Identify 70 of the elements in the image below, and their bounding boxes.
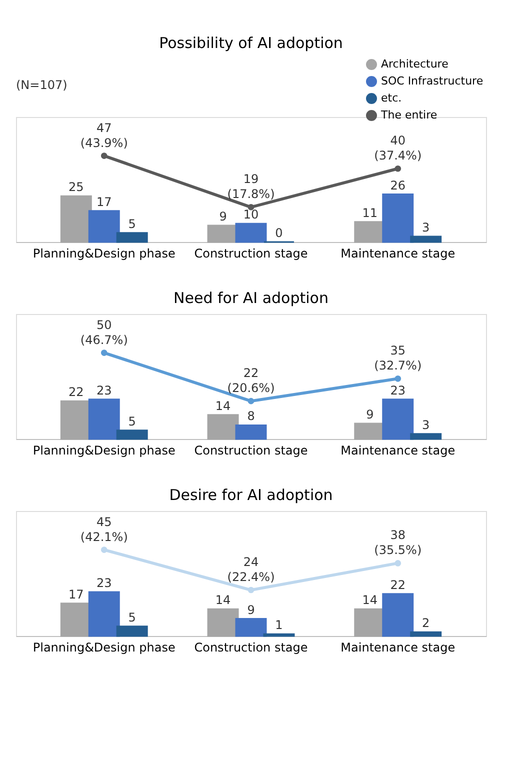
- data-label: 2: [422, 616, 430, 630]
- data-label: 23: [390, 383, 406, 398]
- data-label: 23: [96, 576, 112, 590]
- data-label: 14: [215, 398, 231, 413]
- data-label: 17: [96, 194, 112, 209]
- data-label: 5: [128, 610, 136, 624]
- data-label: 3: [422, 418, 430, 432]
- x-tick-label: Planning&Design phase: [32, 444, 176, 458]
- x-tick-label: Maintenance stage: [340, 444, 456, 458]
- data-label: 22: [390, 578, 406, 592]
- bar: [116, 430, 148, 440]
- bar: [235, 424, 267, 440]
- bar: [116, 232, 148, 243]
- data-label: 5: [128, 414, 136, 428]
- x-tick-label: Maintenance stage: [340, 640, 456, 654]
- data-label: 1: [275, 618, 283, 632]
- data-label: 14: [215, 593, 231, 608]
- bar: [410, 236, 442, 243]
- bar: [207, 414, 239, 440]
- legend-label: The entire: [380, 108, 438, 122]
- chart-title: Need for AI adoption: [174, 289, 328, 307]
- data-label: 50 (46.7%): [80, 318, 128, 347]
- x-tick-label: Maintenance stage: [340, 246, 456, 260]
- bar: [88, 591, 120, 637]
- text: (N=107): [16, 78, 68, 92]
- data-label: 22 (20.6%): [227, 366, 275, 396]
- x-tick-label: Construction stage: [194, 246, 308, 260]
- data-label: 5: [128, 216, 136, 231]
- bar: [88, 210, 120, 243]
- bar: [116, 626, 148, 637]
- data-label: 10: [243, 208, 259, 222]
- data-label: 23: [96, 383, 112, 398]
- data-label: 19 (17.8%): [227, 172, 275, 202]
- bar: [60, 195, 92, 243]
- data-label: 25: [68, 180, 84, 194]
- data-label: 26: [390, 178, 406, 192]
- chart-title: Possibility of AI adoption: [159, 34, 343, 52]
- x-tick-label: Construction stage: [194, 444, 308, 458]
- legend-label: SOC Infrastructure: [381, 74, 484, 88]
- data-label: 40 (37.4%): [374, 134, 422, 163]
- bar: [410, 631, 442, 637]
- bar: [88, 398, 120, 440]
- bar: [382, 398, 414, 440]
- data-label: 3: [422, 220, 430, 234]
- data-label: 8: [247, 409, 255, 424]
- x-tick-label: Planning&Design phase: [32, 246, 176, 260]
- bar: [382, 593, 414, 637]
- data-label: 22: [68, 385, 84, 400]
- data-label: 9: [219, 209, 227, 224]
- data-label: 38 (35.5%): [374, 528, 422, 558]
- bar: [410, 433, 442, 440]
- data-label: 17: [68, 587, 84, 602]
- bar: [235, 618, 267, 637]
- data-label: 45 (42.1%): [80, 514, 128, 544]
- data-label: 11: [362, 206, 378, 220]
- x-tick-label: Planning&Design phase: [32, 640, 176, 654]
- data-label: 9: [247, 602, 255, 617]
- data-label: 9: [366, 407, 374, 422]
- data-label: 0: [275, 226, 283, 240]
- data-label: 35 (32.7%): [374, 344, 422, 373]
- data-label: 14: [362, 593, 378, 608]
- legend-label: etc.: [381, 92, 402, 104]
- data-label: 24 (22.4%): [227, 555, 275, 584]
- bar: [207, 608, 239, 637]
- data-label: 47 (43.9%): [80, 120, 128, 150]
- chart-title: Desire for AI adoption: [169, 486, 333, 504]
- x-tick-label: Construction stage: [194, 640, 308, 654]
- bar: [235, 222, 267, 243]
- legend-label: Architecture: [381, 58, 449, 70]
- bar: [382, 194, 414, 243]
